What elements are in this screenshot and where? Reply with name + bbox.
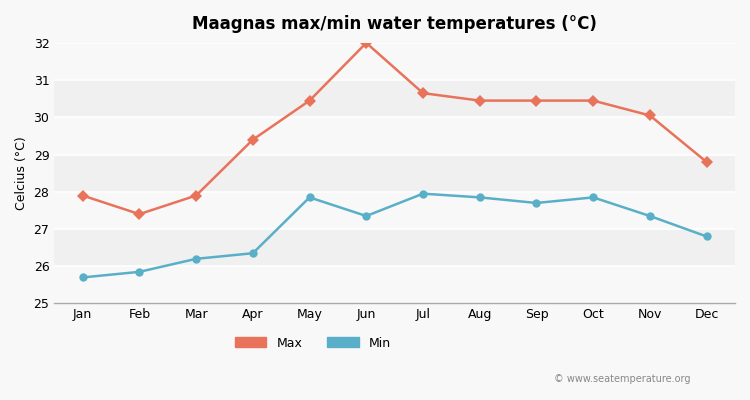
Bar <box>54 43 735 80</box>
Text: © www.seatemperature.org: © www.seatemperature.org <box>554 374 690 384</box>
Legend: Max, Min: Max, Min <box>230 332 396 354</box>
Y-axis label: Celcius (°C): Celcius (°C) <box>15 136 28 210</box>
Bar <box>54 192 735 229</box>
Title: Maagnas max/min water temperatures (°C): Maagnas max/min water temperatures (°C) <box>192 15 597 33</box>
Bar <box>54 117 735 154</box>
Bar <box>54 266 735 304</box>
